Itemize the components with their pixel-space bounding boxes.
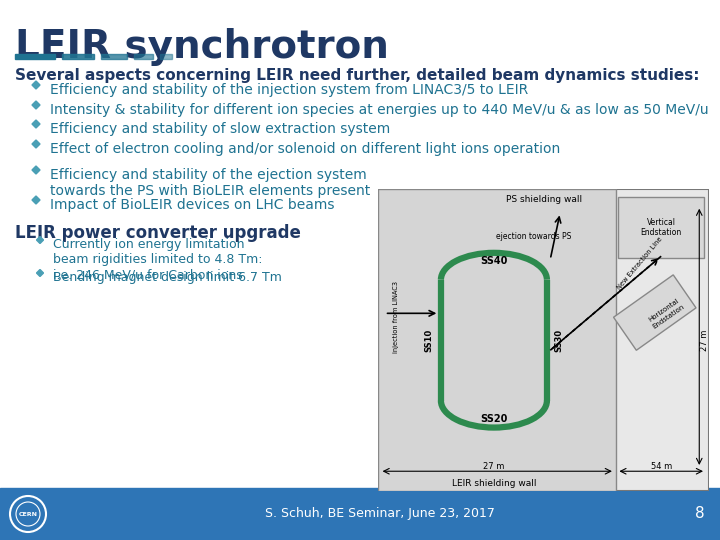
Text: SS30: SS30: [554, 329, 563, 352]
Text: Impact of BioLEIR devices on LHC beams: Impact of BioLEIR devices on LHC beams: [50, 198, 335, 212]
Polygon shape: [32, 166, 40, 174]
Text: Bending magnet design limit 6.7 Tm: Bending magnet design limit 6.7 Tm: [53, 271, 282, 284]
Polygon shape: [32, 101, 40, 109]
Bar: [160, 54, 172, 59]
Text: SS40: SS40: [480, 256, 508, 266]
Text: New Extraction Line: New Extraction Line: [616, 236, 664, 291]
Text: Several aspects concerning LEIR need further, detailed beam dynamics studies:: Several aspects concerning LEIR need fur…: [15, 68, 700, 83]
Text: Currently ion energy limitation
beam rigidities limited to 4.8 Tm:
i.e. 246 MeV/: Currently ion energy limitation beam rig…: [53, 238, 263, 281]
Text: Intensity & stability for different ion species at energies up to 440 MeV/u & as: Intensity & stability for different ion …: [50, 103, 708, 117]
Text: Efficiency and stability of the injection system from LINAC3/5 to LEIR: Efficiency and stability of the injectio…: [50, 83, 528, 97]
Text: PS shielding wall: PS shielding wall: [505, 194, 582, 204]
Text: 54 m: 54 m: [651, 462, 672, 470]
Text: LEIR power converter upgrade: LEIR power converter upgrade: [15, 224, 301, 242]
Text: Horizontal
Endstation: Horizontal Endstation: [647, 298, 685, 329]
Text: SS20: SS20: [480, 414, 508, 424]
Text: Vertical
Endstation: Vertical Endstation: [641, 218, 682, 238]
Circle shape: [464, 310, 523, 370]
Text: 27 m: 27 m: [700, 329, 708, 351]
Polygon shape: [613, 275, 696, 350]
Polygon shape: [32, 81, 40, 89]
Text: injection from LINAC3: injection from LINAC3: [393, 281, 399, 353]
Bar: [134, 54, 153, 59]
FancyBboxPatch shape: [618, 198, 704, 258]
Polygon shape: [32, 120, 40, 128]
Bar: [378, 189, 616, 491]
Text: 27 m: 27 m: [483, 462, 505, 470]
Polygon shape: [37, 237, 43, 244]
Bar: [62, 54, 94, 59]
Text: 8: 8: [696, 507, 705, 522]
Text: CERN: CERN: [19, 511, 37, 516]
Text: S. Schuh, BE Seminar, June 23, 2017: S. Schuh, BE Seminar, June 23, 2017: [265, 508, 495, 521]
Bar: [101, 54, 127, 59]
Text: Effect of electron cooling and/or solenoid on different light ions operation: Effect of electron cooling and/or soleno…: [50, 142, 560, 156]
Text: ejection towards PS: ejection towards PS: [496, 232, 572, 241]
Text: Efficiency and stability of the ejection system
towards the PS with BioLEIR elem: Efficiency and stability of the ejection…: [50, 168, 370, 198]
Text: Efficiency and stability of slow extraction system: Efficiency and stability of slow extract…: [50, 122, 390, 136]
Polygon shape: [37, 269, 43, 276]
Polygon shape: [32, 140, 40, 148]
Bar: [0, 488, 720, 540]
Polygon shape: [32, 196, 40, 204]
Bar: [15, 54, 55, 59]
Text: LEIR shielding wall: LEIR shielding wall: [451, 478, 536, 488]
Text: SS10: SS10: [425, 328, 434, 352]
Text: LEIR synchrotron: LEIR synchrotron: [15, 28, 389, 66]
